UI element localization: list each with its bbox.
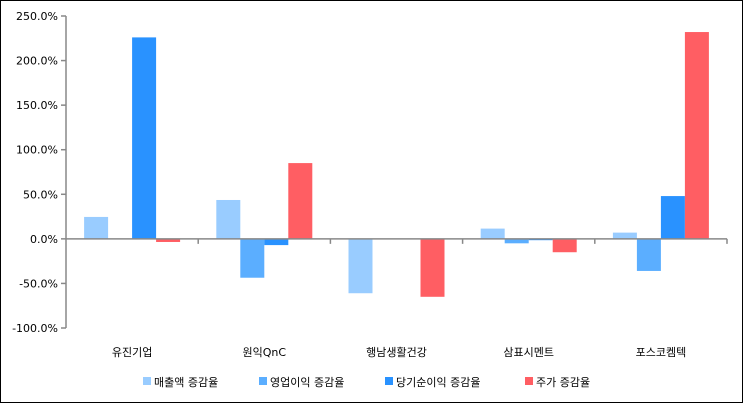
- x-tick-label: 포스코켐텍: [636, 346, 687, 359]
- bar-1-1: [240, 238, 265, 278]
- legend-swatch-2: [385, 377, 393, 385]
- y-tick-label: 250.0%: [16, 10, 58, 23]
- legend-label-2: 당기순이익 증감율: [396, 376, 480, 389]
- bar-3-1: [288, 163, 313, 239]
- x-tick-label: 원익QnC: [243, 346, 287, 359]
- bar-3-3: [552, 238, 577, 253]
- bar-0-2: [348, 238, 373, 294]
- y-tick-label: -50.0%: [19, 277, 58, 290]
- x-tick-label: 유진기업: [112, 346, 152, 359]
- bar-0-3: [480, 228, 505, 239]
- legend-swatch-0: [143, 377, 151, 385]
- x-tick-label: 행남생활건강: [366, 345, 427, 359]
- legend-swatch-3: [525, 377, 533, 385]
- y-tick-label: 100.0%: [16, 144, 58, 157]
- bar-0-1: [216, 199, 241, 239]
- bar-3-0: [156, 238, 181, 242]
- y-tick-label: 50.0%: [23, 188, 58, 201]
- bar-2-1: [264, 238, 289, 246]
- bar-2-4: [660, 196, 685, 239]
- legend-label-3: 주가 증감율: [536, 376, 590, 389]
- bar-2-0: [132, 37, 157, 239]
- bar-1-4: [636, 238, 661, 271]
- bar-0-0: [84, 216, 109, 239]
- y-tick-label: 0.0%: [30, 233, 58, 246]
- bar-0-4: [612, 232, 637, 239]
- bar-1-3: [504, 238, 529, 244]
- y-tick-label: 150.0%: [16, 99, 58, 112]
- x-tick-label: 삼표시멘트: [503, 346, 554, 359]
- legend-label-0: 매출액 증감율: [154, 376, 218, 389]
- y-tick-label: 200.0%: [16, 55, 58, 68]
- bar-3-2: [420, 238, 445, 297]
- legend-swatch-1: [259, 377, 267, 385]
- y-tick-label: -100.0%: [12, 322, 58, 335]
- bar-3-4: [684, 32, 709, 239]
- legend-label-1: 영업이익 증감율: [270, 376, 344, 389]
